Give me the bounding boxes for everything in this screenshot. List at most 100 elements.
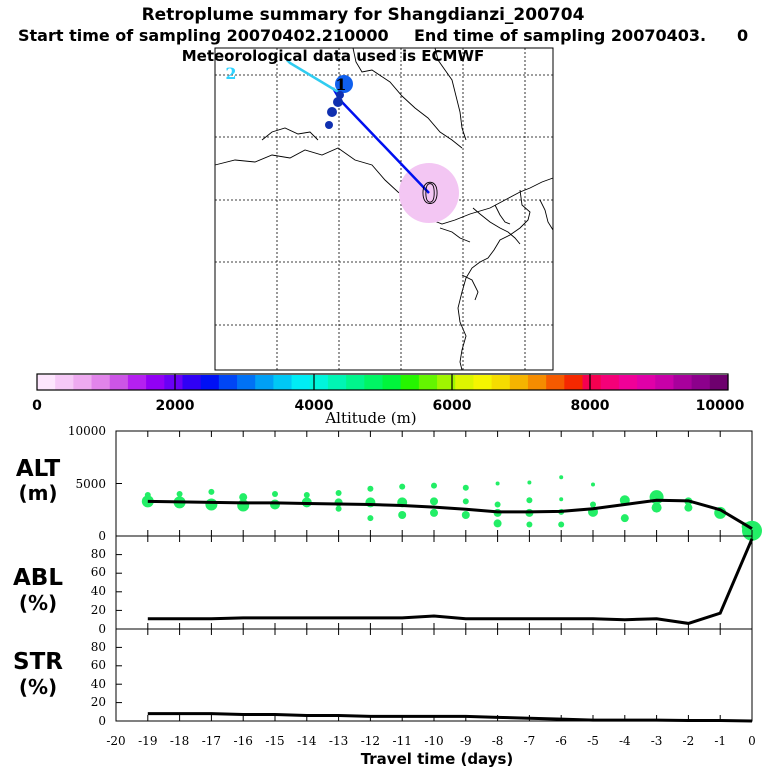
colorbar-cell [237, 375, 256, 390]
map-label-0: 0 [421, 177, 439, 210]
alt-scatter-point [367, 485, 374, 492]
colorbar-cell [491, 375, 511, 390]
map-label-2: 2 [225, 64, 236, 83]
alt-scatter-point [526, 521, 533, 528]
colorbar-cell [655, 375, 675, 390]
x-tick-label: -16 [234, 734, 253, 748]
x-tick-label: -2 [683, 734, 695, 748]
alt-scatter-point [620, 514, 629, 523]
alt-axis-label: ALT [16, 456, 61, 482]
alt-scatter-point [462, 484, 469, 491]
trajectory-line-cyan [286, 59, 341, 95]
coastlines [214, 47, 554, 371]
x-tick-label: -13 [329, 734, 348, 748]
str-series-line [147, 712, 753, 723]
alt-scatter-point [684, 503, 693, 512]
alt-scatter-point [430, 508, 438, 517]
colorbar-cell [91, 375, 111, 390]
abl-series-line [147, 538, 754, 625]
cluster-marker [327, 107, 337, 117]
alt-scatter-point [591, 482, 595, 487]
alt-scatter-point [590, 501, 596, 508]
alt-scatter-point [493, 519, 502, 528]
alt-scatter-point [527, 480, 532, 485]
alt-scatter-point [526, 497, 533, 504]
cluster-marker [336, 91, 344, 99]
alt-scatter-point [239, 493, 248, 502]
colorbar-cell [73, 375, 93, 390]
str-axis-unit: (%) [19, 675, 57, 699]
x-tick-label: -17 [202, 734, 221, 748]
alt-panel: 10000 5000 0 ALT (m) [16, 424, 762, 543]
cluster-marker [335, 75, 353, 93]
colorbar-cell [327, 375, 347, 390]
x-axis-tick-labels: -20 -19 -18 -17 -16 -15 -14 -13 -12 -11 -10 -9 -8 -7-… [106, 734, 755, 748]
colorbar-cell [182, 375, 202, 390]
x-tick-label: -9 [460, 734, 472, 748]
alt-scatter-point [651, 502, 662, 513]
colorbar-cell [582, 375, 602, 390]
colorbar-tick-label: 10000 [696, 398, 745, 414]
colorbar-cell [109, 375, 129, 390]
alt-scatter-point [431, 482, 437, 489]
x-tick-label: -10 [424, 734, 443, 748]
str-panel: 80 60 40 20 0 STR (%) [13, 628, 753, 728]
x-tick-label: -20 [106, 734, 125, 748]
end-time-label: End time of sampling 20070403. [414, 26, 706, 45]
alt-scatter-point [176, 491, 183, 497]
map-label-1: 1 [335, 75, 346, 94]
colorbar-tick-label: 0 [32, 398, 42, 414]
trajectory-map: 0 1 2 [214, 47, 554, 371]
meteo-label: Meteorological data used is ECMWF [182, 47, 485, 65]
colorbar-cell [164, 375, 184, 390]
colorbar-frame [36, 373, 729, 391]
colorbar-cell [146, 375, 165, 390]
colorbar: 0 2000 4000 6000 8000 10000 Altitude (m) [32, 373, 745, 427]
colorbar-cell [509, 375, 529, 390]
colorbar-cell [473, 375, 493, 390]
x-tick-label: -1 [714, 734, 726, 748]
colorbar-cell [382, 375, 402, 390]
map-frame [214, 47, 554, 371]
alt-scatter-point [461, 511, 470, 519]
y-tick-label: 10000 [68, 424, 106, 438]
colorbar-cell [273, 375, 293, 390]
colorbar-cell [637, 375, 656, 390]
x-tick-label: -15 [265, 734, 284, 748]
abl-panel: 80 60 40 20 0 ABL (%) [13, 535, 754, 636]
abl-axis-label: ABL [13, 565, 63, 591]
x-tick-label: -18 [170, 734, 189, 748]
alt-scatter-point [208, 488, 215, 495]
y-tick-label: 5000 [75, 477, 106, 491]
colorbar-tick-label: 2000 [156, 398, 195, 414]
alt-scatter-point [494, 501, 501, 508]
alt-scatter-point [559, 497, 564, 502]
str-axis-label: STR [13, 649, 63, 675]
x-tick-label: -19 [138, 734, 157, 748]
cluster-marker [325, 121, 333, 129]
colorbar-cell [618, 375, 638, 390]
colorbar-cell [346, 375, 365, 390]
colorbar-cell [400, 375, 420, 390]
y-tick-label: 60 [91, 565, 106, 579]
alt-scatter-point [303, 492, 310, 499]
colorbar-cell [691, 375, 711, 390]
y-tick-label: 20 [91, 695, 106, 709]
colorbar-cell [200, 375, 220, 390]
colorbar-cell [564, 375, 584, 390]
y-tick-label: 20 [91, 603, 106, 617]
alt-scatter-point [399, 483, 406, 490]
colorbar-cell [291, 375, 311, 390]
alt-scatter-point [558, 521, 565, 528]
x-axis-title: Travel time (days) [361, 750, 514, 768]
colorbar-cell [255, 375, 274, 390]
colorbar-cell [455, 375, 475, 390]
start-time-label: Start time of sampling 20070402.210000 [18, 26, 389, 45]
alt-scatter-point [270, 499, 280, 510]
colorbar-title: Altitude (m) [324, 409, 416, 427]
x-tick-label: -5 [587, 734, 599, 748]
colorbar-cell [37, 375, 56, 390]
colorbar-cell [709, 375, 729, 390]
alt-scatter-point [237, 499, 250, 512]
